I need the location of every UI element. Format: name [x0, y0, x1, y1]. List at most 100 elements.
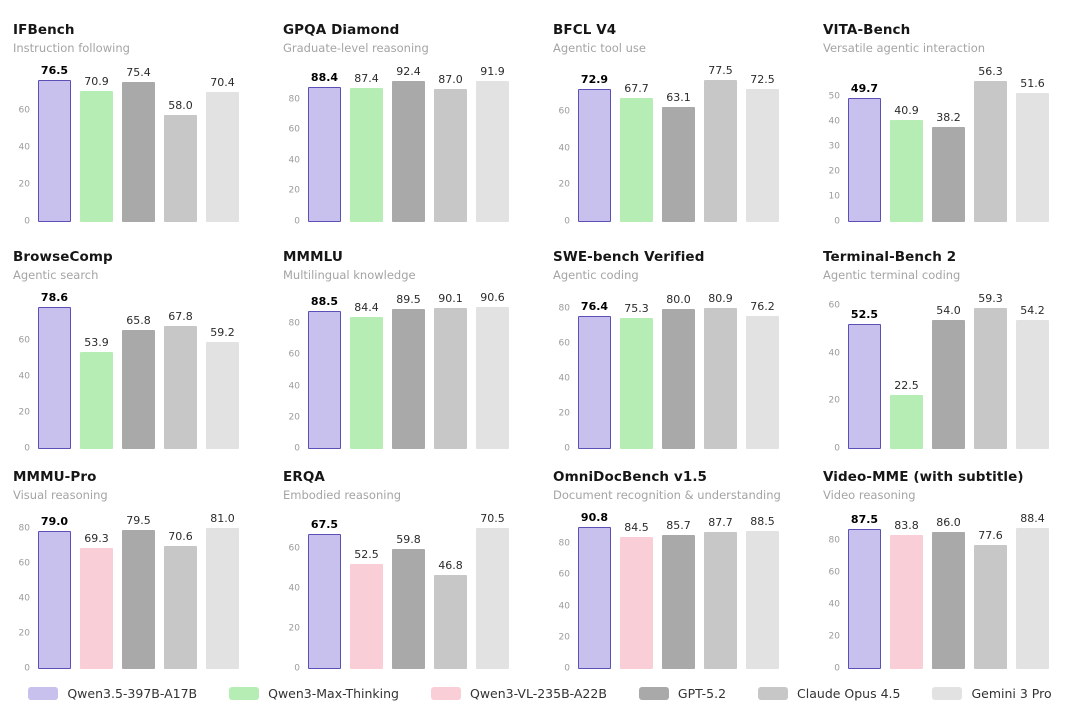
- chart-title: SWE-bench Verified: [553, 249, 705, 265]
- bar-claude: 56.3: [974, 65, 1007, 222]
- chart-title: MMMU-Pro: [13, 469, 97, 485]
- legend-label: Qwen3.5-397B-A17B: [67, 686, 198, 701]
- bar-value-label: 80.9: [708, 291, 733, 305]
- bar-value-label: 75.4: [126, 66, 151, 80]
- legend-label: GPT-5.2: [677, 686, 727, 701]
- bar-qwen3max: 22.5: [890, 299, 923, 449]
- bar-rect-qwen35: [578, 527, 611, 669]
- y-tick-label: 0: [564, 663, 570, 674]
- y-tick-label: 20: [558, 632, 570, 643]
- y-tick-label: 80: [558, 303, 570, 314]
- bar-value-label: 77.5: [708, 64, 733, 78]
- y-tick-label: 0: [24, 216, 30, 227]
- y-tick-label: 20: [18, 179, 30, 190]
- bar-value-label: 67.5: [310, 518, 339, 531]
- bar-gpt52: 38.2: [932, 72, 965, 222]
- bar-gpt52: 92.4: [392, 65, 425, 222]
- bar-claude: 67.8: [164, 299, 197, 449]
- bar-rect-gpt52: [392, 309, 425, 449]
- bar-rect-claude: [164, 114, 197, 222]
- bar-value-label: 87.7: [708, 515, 733, 529]
- bar-value-label: 79.0: [40, 515, 69, 529]
- bars-group: 90.8 84.5 85.7 87.7 88.5: [578, 511, 779, 669]
- bar-rect-qwen3max: [80, 351, 113, 449]
- bar-qwen35: 52.5: [848, 299, 881, 449]
- chart-gpqa-diamond: GPQA Diamond Graduate-level reasoning 0 20 4…: [270, 8, 540, 235]
- bar-value-label: 87.4: [354, 72, 379, 86]
- plot-area: 0 20 40 60 78.6 53.9 65.8 67.8 59.2: [19, 291, 239, 453]
- bar-value-label: 38.2: [936, 110, 961, 124]
- bar-value-label: 83.8: [894, 519, 919, 533]
- bar-value-label: 69.3: [84, 532, 109, 546]
- y-tick-label: 60: [558, 569, 570, 580]
- bar-value-label: 51.6: [1020, 77, 1045, 90]
- legend-item-qwen3max: Qwen3-Max-Thinking: [229, 686, 399, 701]
- bar-claude: 87.7: [704, 515, 737, 669]
- y-tick-label: 0: [24, 663, 30, 674]
- bar-rect-gpt52: [932, 531, 965, 669]
- bar-rect-gpt52: [122, 530, 155, 669]
- model-legend: Qwen3.5-397B-A17B Qwen3-Max-Thinking Qwen3…: [0, 675, 1080, 712]
- bar-value-label: 52.5: [354, 548, 379, 561]
- bar-rect-qwen35: [38, 306, 71, 449]
- bar-value-label: 59.8: [396, 533, 421, 547]
- bar-rect-gpt52: [932, 320, 965, 449]
- bar-rect-qwen35: [578, 88, 611, 222]
- bar-gemini: 88.4: [1016, 512, 1049, 669]
- bar-value-label: 92.4: [396, 64, 421, 78]
- chart-title: BFCL V4: [553, 22, 617, 38]
- y-tick-label: 60: [288, 543, 300, 554]
- bar-gpt52: 86.0: [932, 516, 965, 669]
- chart-title: BrowseComp: [13, 249, 113, 265]
- bar-value-label: 80.0: [666, 293, 691, 307]
- chart-subtitle: Instruction following: [13, 41, 130, 55]
- y-tick-label: 60: [288, 349, 300, 360]
- bars-group: 78.6 53.9 65.8 67.8 59.2: [38, 291, 239, 449]
- chart-title: ERQA: [283, 469, 325, 485]
- y-tick-label: 30: [828, 141, 840, 152]
- bars-group: 72.9 67.7 63.1 77.5 72.5: [578, 64, 779, 222]
- legend-label: Gemini 3 Pro: [971, 686, 1052, 701]
- chart-title: OmniDocBench v1.5: [553, 469, 708, 485]
- legend-label: Qwen3-VL-235B-A22B: [470, 686, 607, 701]
- bars-group: 52.5 22.5 54.0 59.3 54.2: [848, 292, 1049, 449]
- bar-rect-gpt52: [662, 309, 695, 449]
- y-tick-label: 50: [828, 91, 840, 102]
- y-tick-label: 40: [288, 155, 300, 166]
- bar-gpt52: 75.4: [122, 66, 155, 222]
- bar-rect-qwen35: [848, 529, 881, 669]
- bar-value-label: 84.5: [624, 520, 649, 534]
- y-tick-label: 0: [834, 216, 840, 227]
- bar-value-label: 72.9: [580, 72, 609, 86]
- bar-value-label: 90.6: [480, 291, 505, 305]
- y-tick-label: 60: [18, 335, 30, 346]
- y-tick-label: 20: [828, 166, 840, 177]
- bar-rect-qwen35: [308, 310, 341, 449]
- chart-title: Terminal-Bench 2: [823, 249, 957, 265]
- bar-gemini: 90.6: [476, 291, 509, 449]
- bar-value-label: 88.5: [310, 294, 339, 308]
- y-tick-label: 20: [558, 408, 570, 419]
- y-tick-label: 0: [834, 663, 840, 674]
- bar-value-label: 70.9: [84, 74, 109, 88]
- bar-rect-claude: [434, 575, 467, 669]
- bar-rect-gpt52: [122, 82, 155, 222]
- bar-qwen35: 90.8: [578, 511, 611, 669]
- chart-subtitle: Agentic tool use: [553, 41, 646, 55]
- plot-area: 0 20 40 60 72.9 67.7 63.1 77.5 72.5: [559, 64, 779, 226]
- bar-value-label: 85.7: [666, 519, 691, 533]
- y-tick-label: 0: [294, 216, 300, 227]
- bar-qwen35: 76.5: [38, 64, 71, 222]
- bar-gemini: 72.5: [746, 72, 779, 222]
- plot-area: 0 20 40 60 80 79.0 69.3 79.5 70.6 81.0: [19, 512, 239, 673]
- y-tick-label: 40: [558, 373, 570, 384]
- bar-rect-qwen35: [308, 534, 341, 669]
- bar-value-label: 67.7: [624, 82, 649, 96]
- bar-gemini: 51.6: [1016, 72, 1049, 222]
- plot-area: 0 20 40 60 80 87.5 83.8 86.0 77.6 88.4: [829, 512, 1049, 673]
- y-tick-label: 40: [288, 583, 300, 594]
- chart-title: GPQA Diamond: [283, 22, 400, 38]
- bar-gpt52: 85.7: [662, 519, 695, 669]
- chart-bfcl-v4: BFCL V4 Agentic tool use 0 20 40 60 72.9 67.7 63…: [540, 8, 810, 235]
- bar-value-label: 56.3: [978, 65, 1003, 79]
